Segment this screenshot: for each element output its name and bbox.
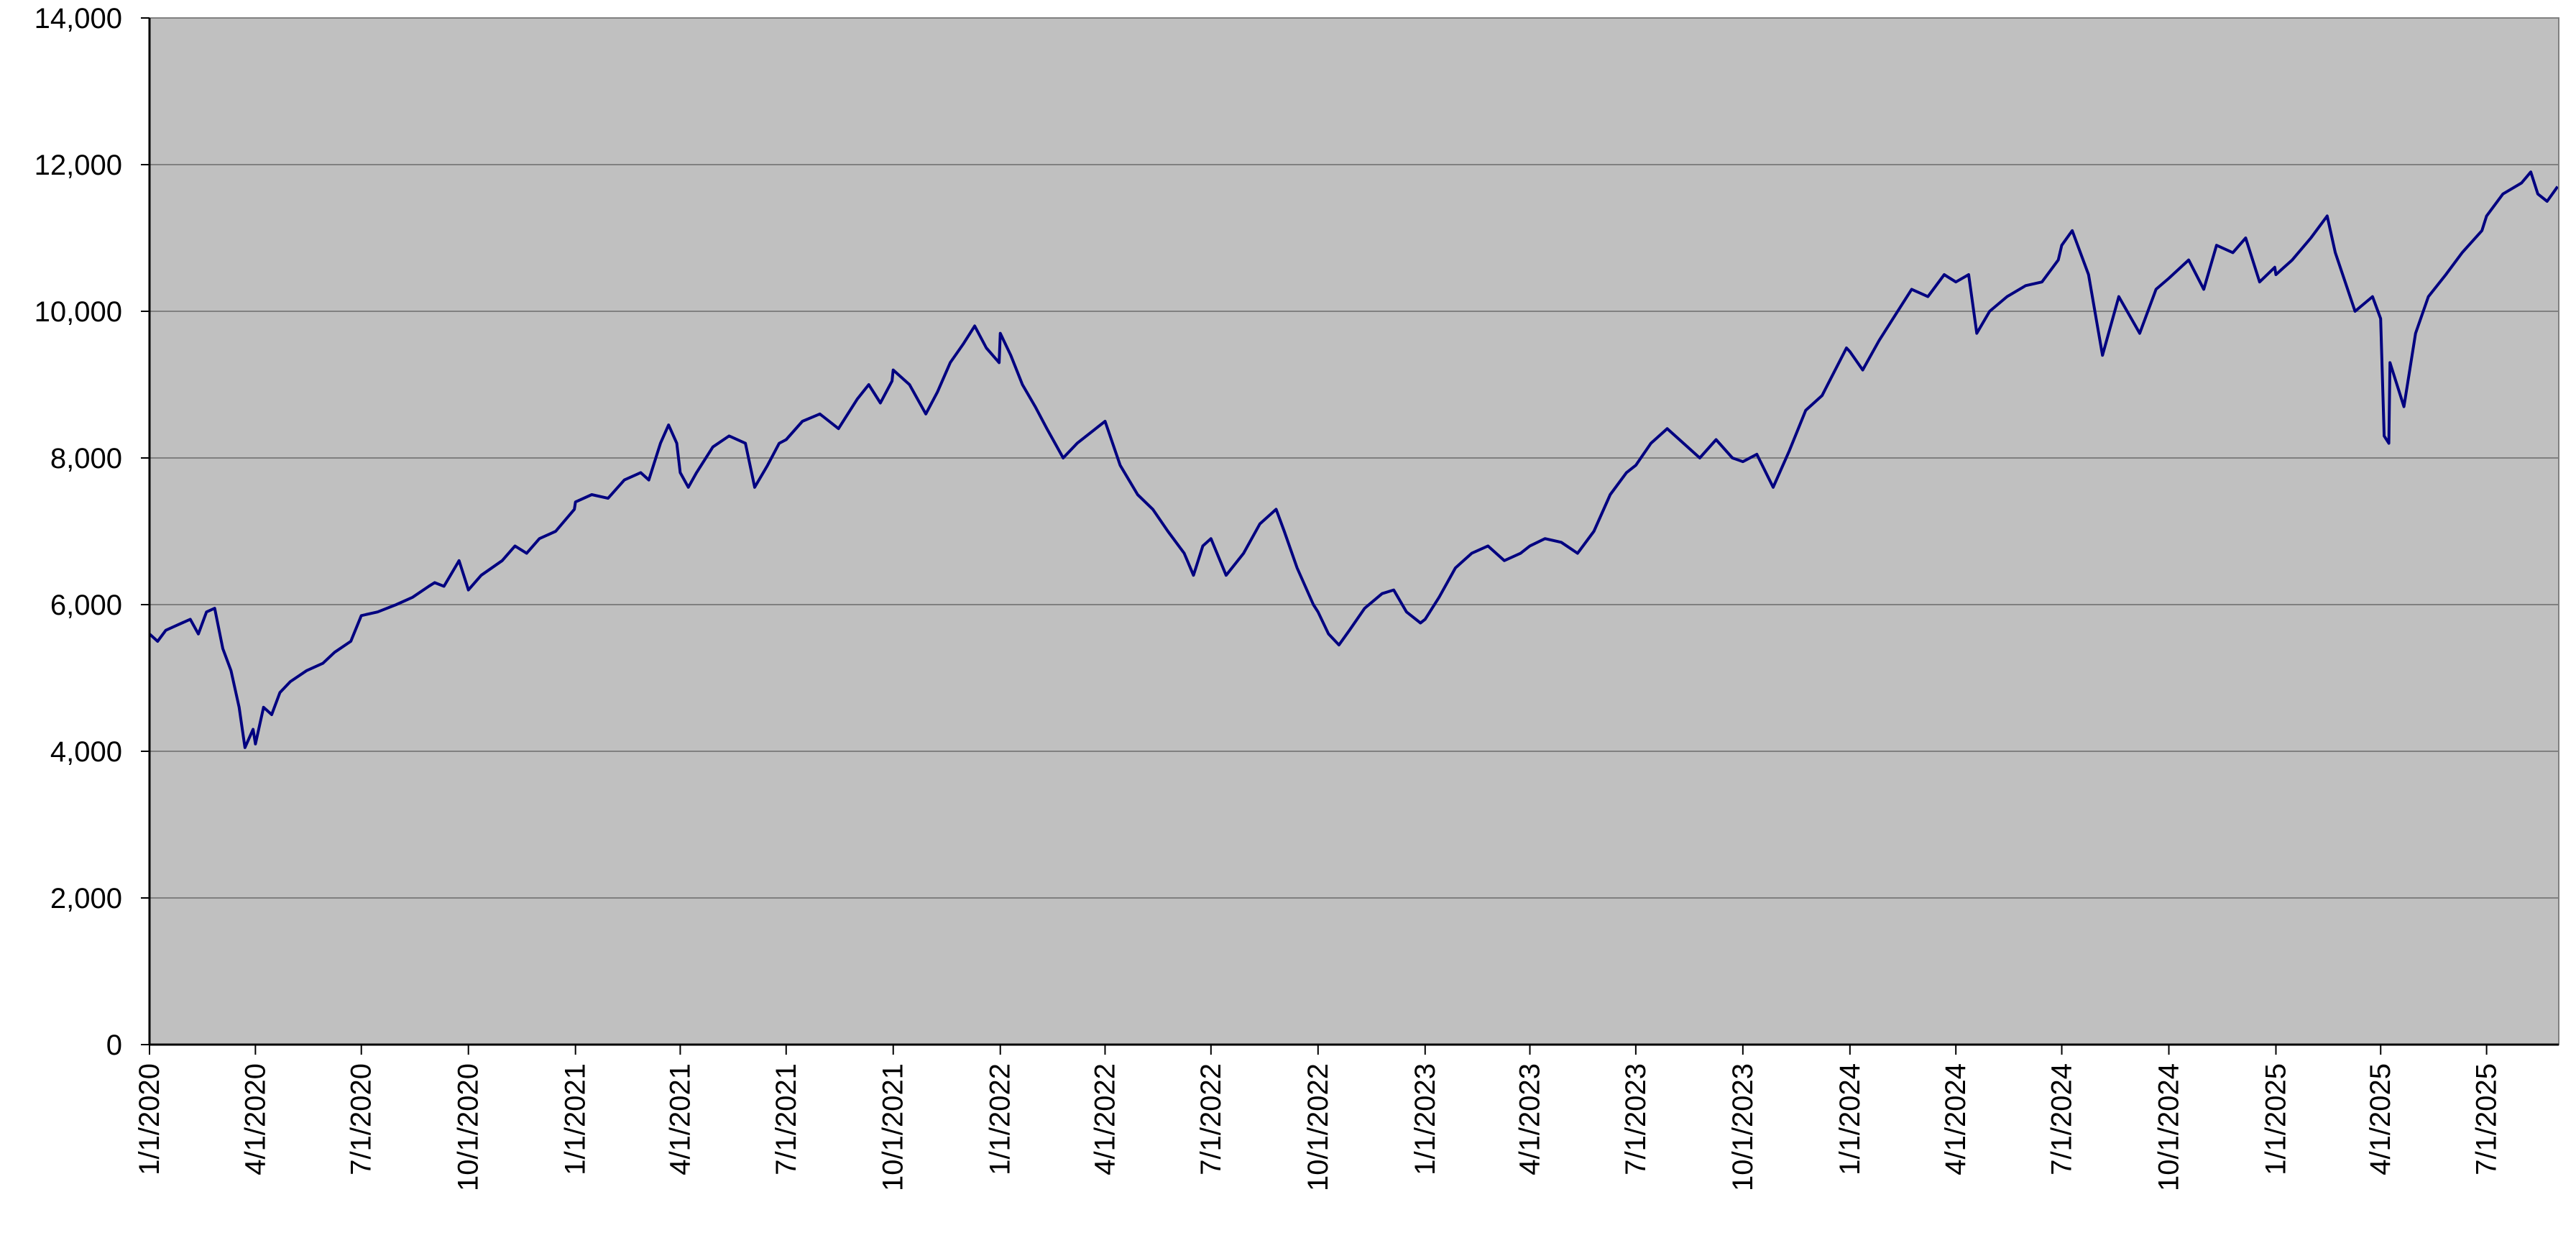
x-tick-label: 4/1/2021 bbox=[664, 1063, 696, 1175]
x-tick-label: 1/1/2021 bbox=[560, 1063, 592, 1175]
x-tick-label: 1/1/2022 bbox=[985, 1063, 1016, 1175]
x-tick-label: 4/1/2020 bbox=[239, 1063, 271, 1175]
x-tick-label: 7/1/2020 bbox=[346, 1063, 377, 1175]
y-axis-ticks: 0 2,000 4,000 6,000 8,000 10,000 12,000 14,000 bbox=[34, 3, 150, 1061]
x-tick-label: 1/1/2025 bbox=[2260, 1063, 2292, 1175]
y-tick-label: 12,000 bbox=[34, 150, 122, 181]
x-tick-label: 7/1/2022 bbox=[1195, 1063, 1227, 1175]
x-tick-label: 10/1/2021 bbox=[878, 1063, 909, 1191]
series-line bbox=[148, 170, 2559, 749]
x-tick-label: 7/1/2021 bbox=[770, 1063, 802, 1175]
y-tick-label: 0 bbox=[106, 1030, 122, 1061]
x-tick-label: 1/1/2023 bbox=[1409, 1063, 1441, 1175]
y-tick-label: 2,000 bbox=[50, 883, 122, 914]
y-tick-label: 14,000 bbox=[34, 3, 122, 35]
axes bbox=[148, 17, 2559, 1046]
y-tick-label: 8,000 bbox=[50, 443, 122, 474]
x-tick-label: 4/1/2025 bbox=[2365, 1063, 2396, 1175]
x-tick-label: 1/1/2024 bbox=[1834, 1063, 1866, 1175]
y-tick-label: 4,000 bbox=[50, 736, 122, 768]
y-tick-label: 6,000 bbox=[50, 590, 122, 621]
x-tick-label: 10/1/2020 bbox=[453, 1063, 484, 1191]
plot-area bbox=[150, 18, 2559, 1045]
x-tick-label: 1/1/2020 bbox=[134, 1063, 165, 1175]
x-tick-label: 10/1/2023 bbox=[1727, 1063, 1759, 1191]
gridlines bbox=[150, 164, 2559, 899]
x-tick-label: 4/1/2024 bbox=[1940, 1063, 1972, 1175]
x-tick-label: 7/1/2025 bbox=[2471, 1063, 2503, 1175]
x-tick-label: 7/1/2023 bbox=[1620, 1063, 1652, 1175]
x-tick-label: 10/1/2022 bbox=[1302, 1063, 1334, 1191]
x-tick-label: 4/1/2022 bbox=[1089, 1063, 1121, 1175]
x-axis-ticks: 1/1/2020 4/1/2020 7/1/2020 10/1/2020 1/1/202… bbox=[134, 1045, 2503, 1191]
x-tick-label: 7/1/2024 bbox=[2046, 1063, 2078, 1175]
x-tick-label: 10/1/2024 bbox=[2153, 1063, 2185, 1191]
y-tick-label: 10,000 bbox=[34, 296, 122, 328]
x-tick-label: 4/1/2023 bbox=[1514, 1063, 1546, 1175]
